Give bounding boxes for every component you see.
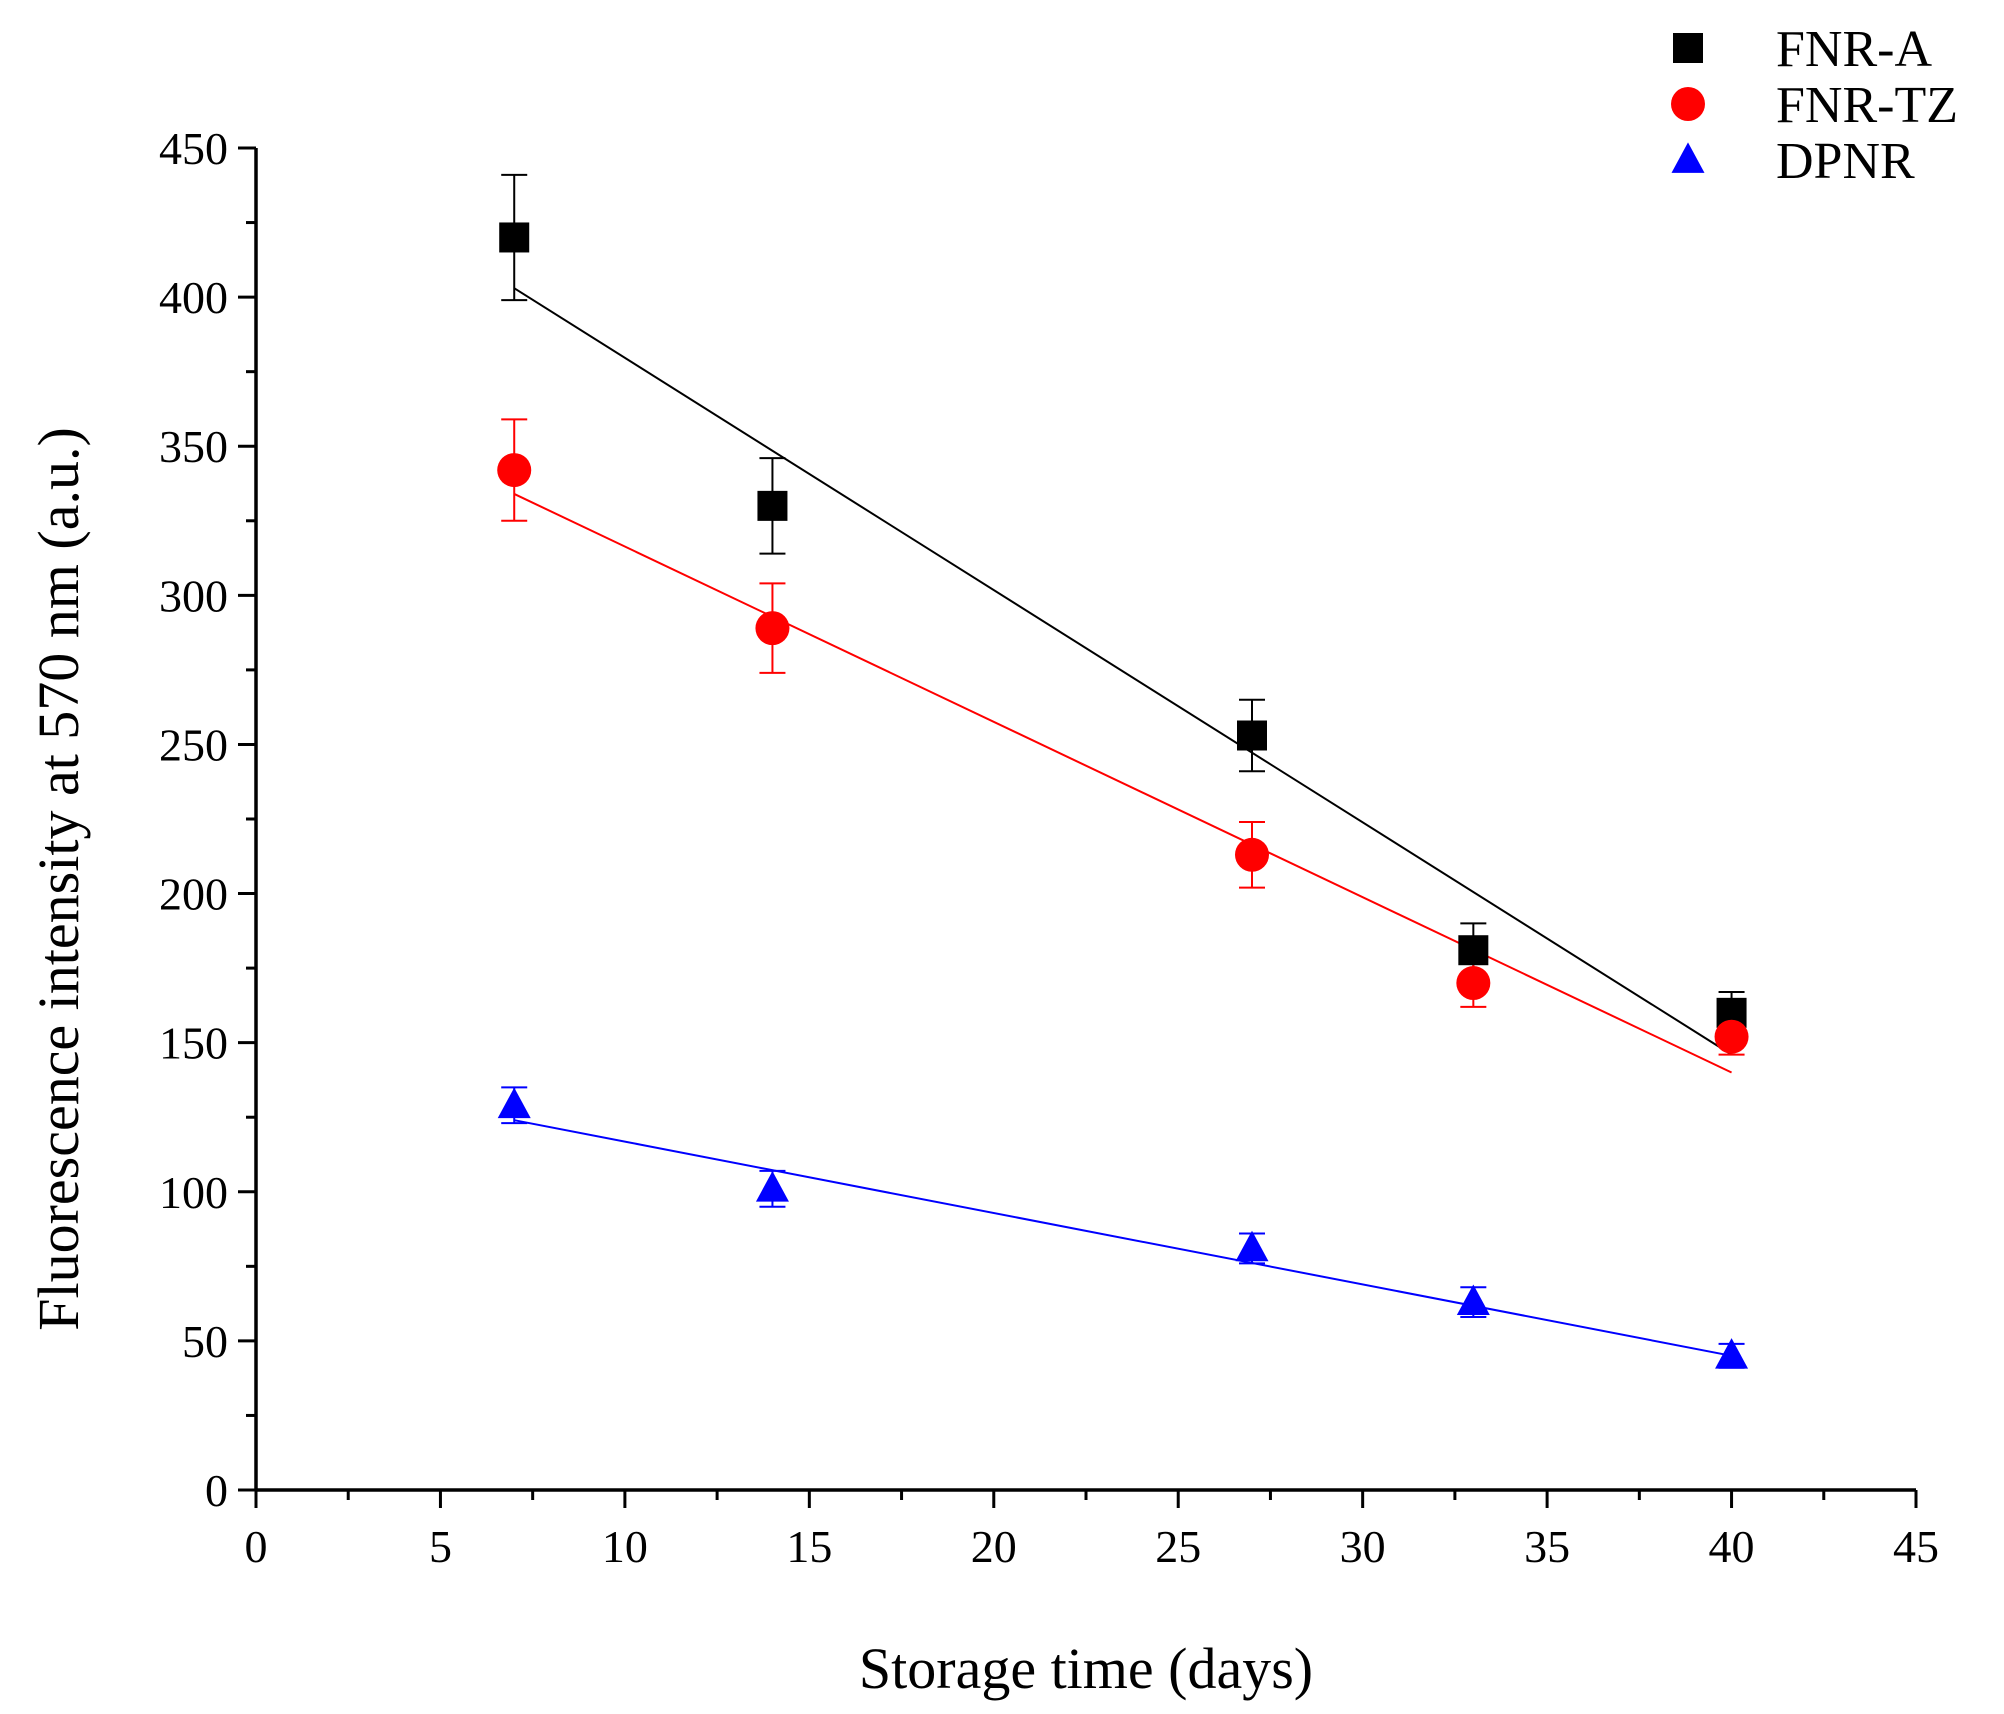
legend-marker-fnr-tz (1671, 87, 1705, 121)
x-tick-label: 35 (1524, 1521, 1570, 1572)
legend-marker-fnr-a (1673, 33, 1703, 63)
data-point-fnr-a (1458, 935, 1489, 966)
fit-line-dpnr (514, 1119, 1732, 1357)
fit-line-fnr-a (513, 287, 1733, 1056)
y-tick-label: 0 (205, 1465, 228, 1516)
data-point-fnr-tz (1714, 1019, 1749, 1054)
y-tick-label: 250 (159, 719, 228, 770)
y-tick-label: 100 (159, 1167, 228, 1218)
x-tick-label: 5 (429, 1521, 452, 1572)
data-point-dpnr (1715, 1338, 1749, 1369)
data-point-fnr-tz (1456, 966, 1491, 1001)
x-axis-title: Storage time (days) (859, 1636, 1313, 1701)
data-point-fnr-a (757, 490, 788, 521)
legend-label: FNR-TZ (1776, 77, 1958, 134)
data-point-fnr-a (499, 222, 530, 253)
data-point-dpnr (755, 1171, 789, 1202)
x-tick-label: 20 (971, 1521, 1017, 1572)
data-point-fnr-tz (497, 453, 532, 488)
data-point-dpnr (497, 1087, 531, 1119)
data-markers (497, 222, 1749, 1369)
data-point-dpnr (1456, 1284, 1490, 1315)
y-tick-label: 200 (159, 869, 228, 920)
legend-label: FNR-A (1776, 21, 1932, 78)
y-tick-label: 150 (159, 1018, 228, 1069)
data-point-dpnr (1235, 1230, 1269, 1262)
x-tick-label: 25 (1155, 1521, 1201, 1572)
x-tick-label: 40 (1709, 1521, 1755, 1572)
data-point-fnr-a (1237, 720, 1267, 751)
axes: 0 5 10 15 20 25 30 35 40 450501001502002503003504… (159, 123, 1939, 1572)
x-tick-label: 0 (245, 1521, 268, 1572)
error-bars (501, 173, 1745, 1369)
x-tick-label: 10 (602, 1521, 648, 1572)
y-tick-label: 50 (182, 1316, 228, 1367)
data-point-fnr-tz (1235, 837, 1269, 872)
y-axis-title: Fluorescence intensity at 570 nm (a.u.) (26, 427, 91, 1331)
fit-lines (513, 287, 1733, 1357)
data-point-fnr-tz (755, 611, 790, 646)
x-tick-label: 30 (1340, 1521, 1386, 1572)
legend-label: DPNR (1776, 133, 1915, 190)
y-tick-label: 450 (159, 123, 228, 174)
y-tick-label: 350 (159, 421, 228, 472)
y-tick-label: 300 (159, 570, 228, 621)
legend-marker-dpnr (1671, 142, 1705, 173)
x-tick-label: 15 (786, 1521, 832, 1572)
x-tick-label: 45 (1893, 1521, 1939, 1572)
y-tick-label: 400 (159, 272, 228, 323)
fit-line-fnr-tz (513, 493, 1732, 1074)
